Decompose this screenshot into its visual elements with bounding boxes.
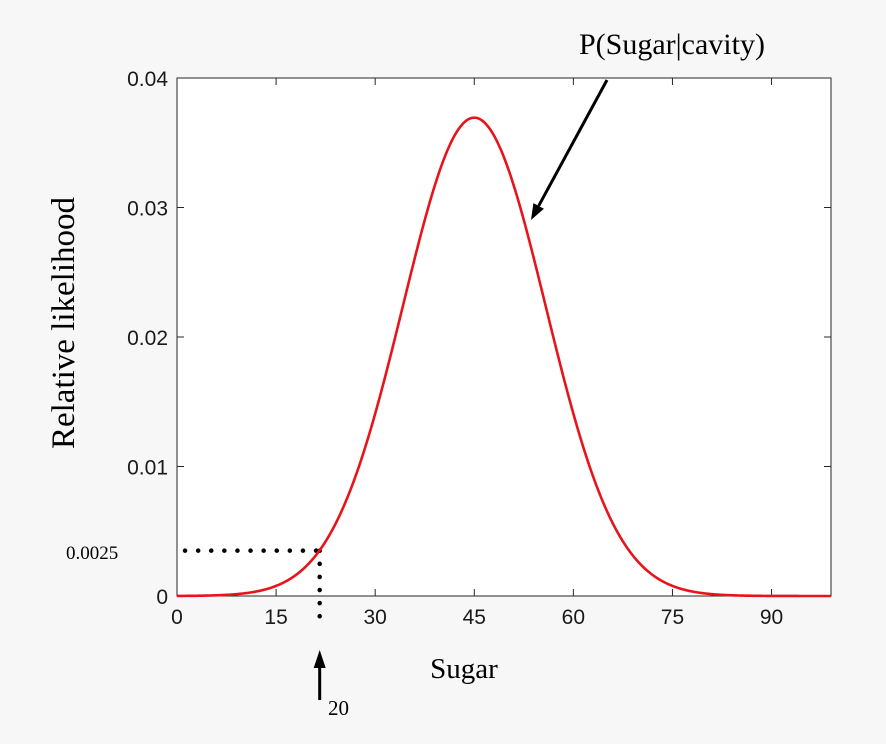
curve-annotation-arrow-head: [531, 203, 544, 220]
y-tick-label: 0: [156, 586, 168, 609]
x-tick-label: 30: [364, 606, 387, 629]
curve-annotation-arrow-shaft: [537, 79, 609, 207]
x-tick-label: 60: [562, 606, 585, 629]
x-marker-arrow-head: [313, 650, 326, 668]
x-axis-label: Sugar: [430, 653, 498, 685]
axes-box: [176, 77, 832, 597]
x-tick-label: 45: [463, 606, 486, 629]
marker-x-label: 20: [328, 696, 349, 720]
arrows: [313, 79, 609, 700]
y-tick-label: 0.01: [127, 457, 168, 480]
ticks: 0 15 30 45 60 75 90 0 0.01 0.02 0.03 0.04: [127, 68, 831, 629]
y-tick-label: 0.02: [127, 327, 168, 350]
series-line: [176, 116, 831, 598]
x-tick-label: 90: [760, 606, 783, 629]
dotted-guides: [182, 548, 322, 626]
y-tick-label: 0.03: [127, 198, 168, 221]
x-tick-label: 75: [661, 606, 684, 629]
x-tick-label: 0: [171, 606, 183, 629]
marker-y-label: 0.0025: [66, 543, 118, 564]
y-tick-label: 0.04: [127, 68, 168, 91]
curve-annotation-label: P(Sugar|cavity): [579, 28, 765, 61]
y-axis-label: Relative likelihood: [46, 196, 82, 449]
x-tick-label: 15: [264, 606, 287, 629]
